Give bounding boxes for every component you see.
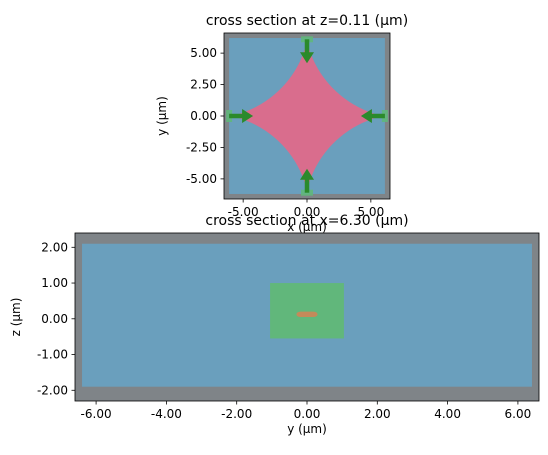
structure-slab-region (296, 311, 318, 317)
y-tick-label: -2.50 (186, 140, 217, 154)
x-tick-label: 4.00 (434, 407, 461, 421)
bottom-source (300, 168, 314, 196)
y-tick-label: -1.00 (37, 348, 68, 362)
y-tick-label: 2.50 (190, 78, 217, 92)
y-tick-label: -2.00 (37, 383, 68, 397)
source-plane-region (270, 283, 344, 339)
top-source (300, 36, 314, 64)
top-cross-section-chart: -5.00 0.00 5.00 5.00 2.50 0.00 -2.50 -5.00 cros… (155, 13, 408, 234)
x-tick-label: 0.00 (294, 407, 321, 421)
y-tick-label: 5.00 (190, 46, 217, 60)
chart-title: cross section at x=6.30 (μm) (205, 213, 408, 229)
x-tick-label: -5.00 (228, 205, 259, 219)
x-tick-label: -4.00 (151, 407, 182, 421)
y-tick-label: 0.00 (190, 109, 217, 123)
right-source (360, 109, 388, 123)
x-tick-label: -2.00 (221, 407, 252, 421)
x-tick-label: 2.00 (364, 407, 391, 421)
x-tick-label: 5.00 (357, 205, 384, 219)
x-tick-label: 0.00 (294, 205, 321, 219)
star-structure (234, 44, 380, 188)
x-axis-label: x (μm) (287, 220, 327, 234)
chart-title: cross section at z=0.11 (μm) (206, 13, 408, 29)
y-tick-label: 2.00 (41, 240, 68, 254)
y-axis-label: y (μm) (155, 96, 169, 136)
y-tick-label: 1.00 (41, 276, 68, 290)
y-tick-label: 0.00 (41, 312, 68, 326)
y-tick-label: -5.00 (186, 172, 217, 186)
x-tick-label: 6.00 (505, 407, 532, 421)
y-axis-label: z (μm) (9, 298, 23, 337)
left-source (226, 109, 254, 123)
x-tick-label: -6.00 (81, 407, 112, 421)
x-axis-label: y (μm) (287, 422, 327, 436)
bottom-cross-section-chart: -6.00 -4.00 -2.00 0.00 2.00 4.00 6.00 2.00 1.00 0… (9, 213, 540, 436)
